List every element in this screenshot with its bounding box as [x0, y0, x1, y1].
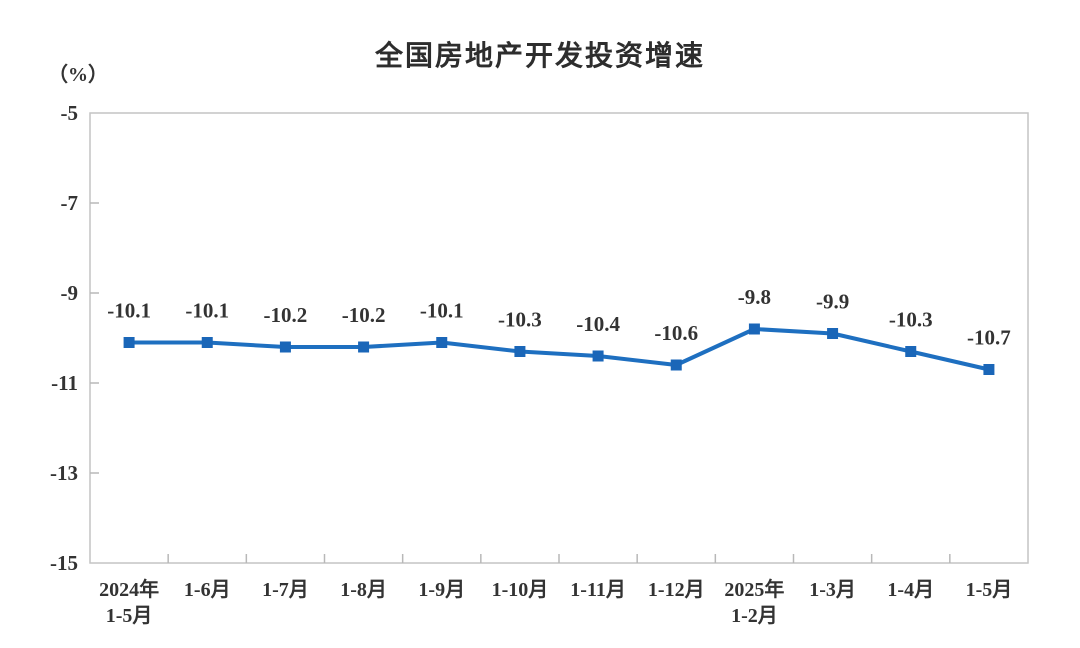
series-line	[127, 327, 991, 372]
y-axis-tick-label: -13	[50, 461, 78, 485]
plot-area-border	[89, 112, 1029, 564]
data-point-marker	[592, 350, 604, 362]
x-axis-tick-label: 1-5月	[106, 605, 153, 627]
data-point-marker	[279, 341, 291, 353]
x-axis-tick-label: 1-9月	[418, 579, 465, 601]
data-point-marker	[436, 337, 448, 348]
x-axis-tick-label: 2024年	[99, 577, 159, 601]
y-axis-unit-label: （%）	[48, 64, 108, 86]
y-axis-tick-label: -5	[61, 101, 79, 125]
x-axis-tick-label: 1-7月	[262, 579, 309, 601]
data-point-marker	[748, 323, 760, 335]
data-point-marker	[514, 346, 526, 357]
data-point-marker	[358, 341, 370, 353]
x-axis-tick-label: 1-5月	[966, 579, 1013, 601]
data-point-label: -10.2	[342, 303, 386, 327]
x-axis-tick-label: 1-8月	[340, 579, 387, 601]
x-axis-tick-label: 1-10月	[492, 579, 549, 601]
data-point-label: -9.9	[816, 290, 849, 314]
data-point-marker	[670, 359, 682, 371]
data-point-label: -10.1	[185, 299, 229, 323]
data-point-label: -10.1	[420, 299, 464, 323]
data-point-label: -10.7	[967, 326, 1011, 350]
data-point-label: -10.2	[264, 303, 308, 327]
data-point-label: -10.3	[889, 308, 933, 332]
data-point-label: -9.8	[738, 285, 771, 309]
y-axis-tick-label: -9	[61, 281, 79, 305]
x-axis-tick-label: 1-6月	[184, 579, 231, 601]
chart-title: 全国房地产开发投资增速	[374, 39, 705, 72]
x-axis-tick-label: 1-2月	[731, 605, 778, 627]
y-axis-tick-label: -7	[61, 191, 79, 215]
x-axis-tick-label: 1-4月	[887, 579, 934, 601]
x-axis-tick-label: 2025年	[724, 577, 784, 601]
data-point-marker	[201, 337, 213, 348]
x-axis-tick-label: 1-11月	[570, 579, 626, 601]
data-point-label: -10.3	[498, 308, 542, 332]
data-point-marker	[123, 337, 135, 348]
x-axis-tick-label: 1-12月	[648, 579, 705, 601]
data-point-marker	[905, 346, 917, 357]
y-axis-tick-label: -15	[50, 551, 78, 575]
data-point-label: -10.6	[654, 321, 698, 345]
y-axis-tick-label: -11	[51, 371, 78, 395]
data-point-marker	[983, 364, 995, 375]
data-point-label: -10.1	[107, 299, 151, 323]
x-axis-tick-label: 1-3月	[809, 579, 856, 601]
data-point-marker	[827, 328, 839, 339]
data-point-label: -10.4	[576, 312, 620, 336]
